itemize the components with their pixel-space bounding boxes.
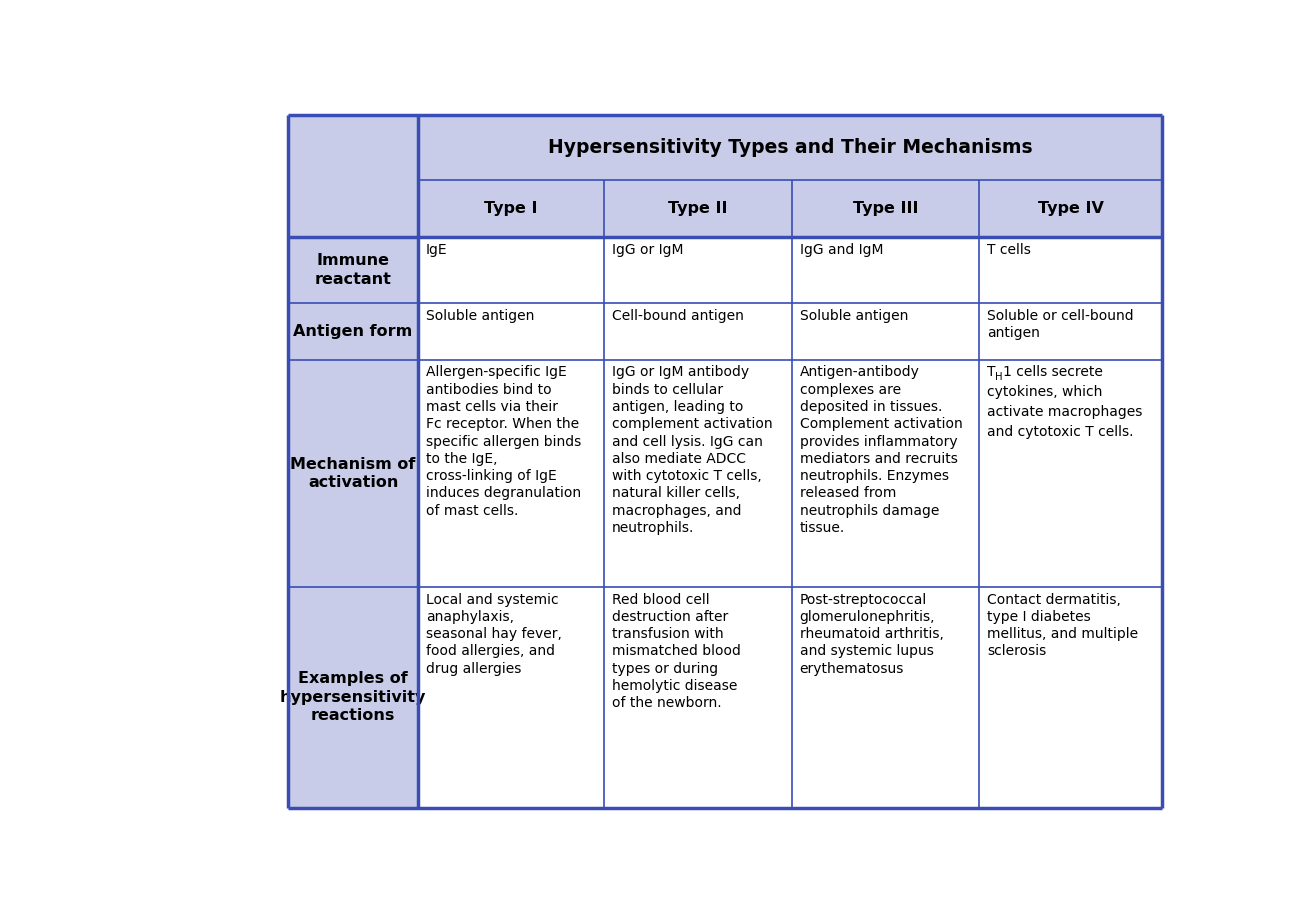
Bar: [417, 238, 603, 303]
Text: Antigen form: Antigen form: [294, 324, 412, 339]
Bar: [603, 587, 792, 808]
Text: T cells: T cells: [988, 243, 1031, 257]
Bar: [979, 303, 1162, 360]
Bar: [417, 115, 1162, 180]
Text: Cell-bound antigen: Cell-bound antigen: [612, 309, 744, 323]
Bar: [417, 587, 603, 808]
Text: Soluble or cell-bound
antigen: Soluble or cell-bound antigen: [988, 309, 1134, 340]
Bar: [979, 360, 1162, 587]
Bar: [603, 180, 792, 238]
Bar: [792, 238, 979, 303]
Bar: [603, 238, 792, 303]
Bar: [603, 360, 792, 587]
Bar: [792, 360, 979, 587]
Text: Contact dermatitis,
type I diabetes
mellitus, and multiple
sclerosis: Contact dermatitis, type I diabetes mell…: [988, 592, 1139, 658]
Text: Type IV: Type IV: [1037, 201, 1104, 216]
Text: Red blood cell
destruction after
transfusion with
mismatched blood
types or duri: Red blood cell destruction after transfu…: [612, 592, 741, 710]
Text: Type III: Type III: [853, 201, 918, 216]
Text: Type I: Type I: [484, 201, 537, 216]
Bar: [289, 115, 417, 238]
Bar: [417, 360, 603, 587]
Bar: [289, 238, 417, 303]
Text: Soluble antigen: Soluble antigen: [426, 309, 534, 323]
Bar: [603, 303, 792, 360]
Bar: [792, 303, 979, 360]
Bar: [417, 180, 603, 238]
Bar: [792, 180, 979, 238]
Text: Hypersensitivity Types and Their Mechanisms: Hypersensitivity Types and Their Mechani…: [547, 138, 1032, 157]
Text: Soluble antigen: Soluble antigen: [800, 309, 907, 323]
Text: 1 cells secrete: 1 cells secrete: [1002, 366, 1102, 379]
Text: Mechanism of
activation: Mechanism of activation: [290, 456, 416, 490]
Text: Examples of
hypersensitivity
reactions: Examples of hypersensitivity reactions: [280, 671, 426, 724]
Bar: [417, 303, 603, 360]
Text: Allergen-specific IgE
antibodies bind to
mast cells via their
Fc receptor. When : Allergen-specific IgE antibodies bind to…: [426, 366, 581, 518]
Text: IgG and IgM: IgG and IgM: [800, 243, 883, 257]
Text: IgG or IgM antibody
binds to cellular
antigen, leading to
complement activation
: IgG or IgM antibody binds to cellular an…: [612, 366, 772, 535]
Bar: [979, 587, 1162, 808]
Text: activate macrophages: activate macrophages: [988, 405, 1143, 419]
Text: IgG or IgM: IgG or IgM: [612, 243, 684, 257]
Bar: [792, 587, 979, 808]
Text: cytokines, which: cytokines, which: [988, 385, 1102, 399]
Bar: [979, 238, 1162, 303]
Text: and cytotoxic T cells.: and cytotoxic T cells.: [988, 424, 1134, 439]
Text: Type II: Type II: [668, 201, 728, 216]
Text: Local and systemic
anaphylaxis,
seasonal hay fever,
food allergies, and
drug all: Local and systemic anaphylaxis, seasonal…: [426, 592, 562, 675]
Text: H: H: [994, 372, 1002, 382]
Text: IgE: IgE: [426, 243, 447, 257]
Text: T: T: [988, 366, 996, 379]
Text: Immune
reactant: Immune reactant: [315, 253, 391, 287]
Bar: [979, 180, 1162, 238]
Text: Post-streptococcal
glomerulonephritis,
rheumatoid arthritis,
and systemic lupus
: Post-streptococcal glomerulonephritis, r…: [800, 592, 944, 675]
Bar: [289, 587, 417, 808]
Bar: [289, 303, 417, 360]
Bar: [289, 360, 417, 587]
Text: Antigen-antibody
complexes are
deposited in tissues.
Complement activation
provi: Antigen-antibody complexes are deposited…: [800, 366, 962, 535]
